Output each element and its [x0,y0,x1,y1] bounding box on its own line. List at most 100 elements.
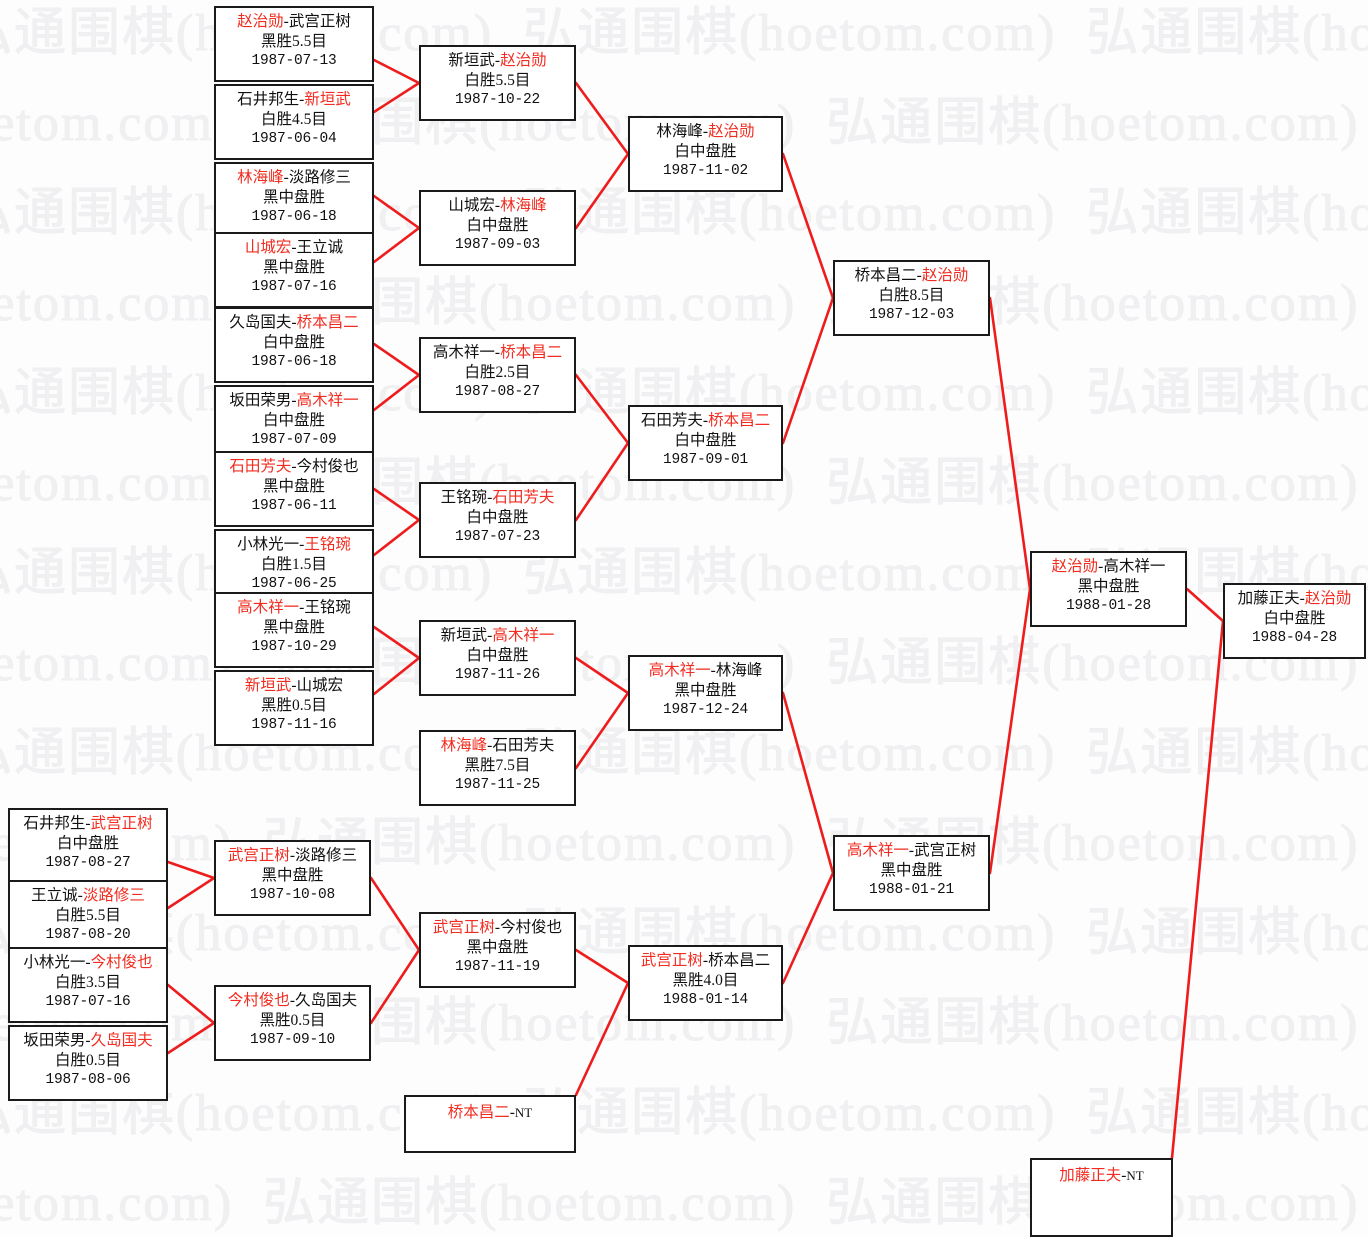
match-players: 武宫正树-桥本昌二 [630,951,781,971]
match-node[interactable]: 桥本昌二-赵治勋 白胜8.5目 1987-12-03 [833,260,990,336]
match-players: 林海峰-赵治勋 [630,122,781,142]
player-two-name: 石田芳夫 [492,737,555,754]
match-result: 白中盘胜 [466,509,529,527]
match-date: 1988-04-28 [1251,630,1337,647]
versus-separator: - [494,344,501,361]
versus-separator: - [85,954,91,971]
bracket-connector [1185,587,1225,623]
versus-separator: - [299,536,305,553]
versus-separator: - [487,737,493,754]
match-date: 1987-06-18 [251,354,337,371]
match-players: 王立诚-淡路修三 [10,886,166,906]
player-two-name: 赵治勋 [500,52,547,69]
bracket-connector [574,948,630,985]
match-players: 石井邦生-新垣武 [216,90,372,110]
match-players: 石井邦生-武宫正树 [10,814,166,834]
match-node[interactable]: 高木祥一-武宫正树 黑中盘胜 1988-01-21 [833,835,990,911]
player-one-name: 武宫正树 [640,952,703,969]
match-date: 1987-11-19 [454,959,540,976]
match-node[interactable]: 石井邦生-新垣武 白胜4.5目 1987-06-04 [214,84,374,160]
match-node[interactable]: 新垣武-赵治勋 白胜5.5目 1987-10-22 [419,45,576,121]
versus-separator: - [494,52,501,69]
match-node[interactable]: 今村俊也-久岛国夫 黑胜0.5目 1987-09-10 [214,985,371,1061]
player-one-name: 坂田荣男 [23,1032,86,1049]
match-players: 赵治勋-高木祥一 [1032,557,1185,577]
match-date: 1987-07-23 [454,529,540,546]
versus-separator: - [291,458,297,475]
match-node[interactable]: 赵治勋-武宫正树 黑胜5.5目 1987-07-13 [214,6,374,82]
player-one-name: 高木祥一 [237,599,300,616]
versus-separator: - [702,412,709,429]
match-node[interactable]: 久岛国夫-桥本昌二 白中盘胜 1987-06-18 [214,307,374,383]
match-node[interactable]: 新垣武-山城宏 黑胜0.5目 1987-11-16 [214,670,374,746]
player-one-name: 王立诚 [31,887,78,904]
match-node[interactable]: 高木祥一-王铭琬 黑中盘胜 1987-10-29 [214,592,374,668]
player-one-name: 坂田荣男 [229,392,292,409]
match-node[interactable]: 新垣武-高木祥一 白中盘胜 1987-11-26 [419,620,576,696]
player-one-name: 山城宏 [244,239,292,256]
match-node[interactable]: 石井邦生-武宫正树 白中盘胜 1987-08-27 [8,808,168,884]
player-one-name: 新垣武 [440,627,488,644]
match-players: 武宫正树-淡路修三 [216,846,369,866]
match-node[interactable]: 武宫正树-桥本昌二 黑胜4.0目 1988-01-14 [628,945,783,1021]
match-node[interactable]: 武宫正树-淡路修三 黑中盘胜 1987-10-08 [214,840,371,916]
versus-separator: - [291,392,297,409]
bracket-connector [372,518,421,557]
match-result: 黑胜0.5目 [261,697,327,715]
bracket-connector [574,981,630,1097]
match-node[interactable]: 王立诚-淡路修三 白胜5.5目 1987-08-20 [8,880,168,956]
bye-node[interactable]: 加藤正夫-NT [1030,1158,1173,1237]
match-result: 白胜5.5目 [464,72,531,90]
player-two-name: 赵治勋 [1304,590,1352,607]
player-one-name: 石田芳夫 [640,412,703,429]
match-players: 新垣武-高木祥一 [421,626,574,646]
player-two-name: 新垣武 [304,91,351,108]
match-node[interactable]: 赵治勋-高木祥一 黑中盘胜 1988-01-28 [1030,551,1187,627]
match-players: 加藤正夫-赵治勋 [1225,589,1364,609]
versus-separator: - [85,815,91,832]
match-players: 桥本昌二-赵治勋 [835,266,988,286]
match-node[interactable]: 林海峰-石田芳夫 黑胜7.5目 1987-11-25 [419,730,576,806]
match-node[interactable]: 坂田荣男-久岛国夫 白胜0.5目 1987-08-06 [8,1025,168,1101]
match-players: 林海峰-淡路修三 [216,168,372,188]
match-result: 白胜0.5目 [55,1052,121,1070]
player-one-name: 小林光一 [23,954,86,971]
match-node[interactable]: 高木祥一-林海峰 黑中盘胜 1987-12-24 [628,655,783,731]
match-date: 1987-07-09 [251,432,337,449]
match-node[interactable]: 武宫正树-今村俊也 黑中盘胜 1987-11-19 [419,912,576,988]
bracket-connector [372,226,421,264]
match-result: 黑中盘胜 [262,619,325,637]
match-node[interactable]: 王铭琬-石田芳夫 白中盘胜 1987-07-23 [419,482,576,558]
match-date: 1987-08-27 [454,384,540,401]
player-two-name: 久岛国夫 [90,1032,153,1049]
match-node[interactable]: 石田芳夫-今村俊也 黑中盘胜 1987-06-11 [214,451,374,527]
player-two-name: 武宫正树 [914,842,977,859]
bye-node[interactable]: 桥本昌二-NT [404,1095,576,1153]
match-node[interactable]: 小林光一-今村俊也 白胜3.5目 1987-07-16 [8,947,168,1023]
match-node[interactable]: 石田芳夫-桥本昌二 白中盘胜 1987-09-01 [628,405,783,481]
match-date: 1988-01-14 [662,992,748,1009]
match-result: 白中盘胜 [56,835,119,853]
player-one-name: 石井邦生 [237,91,300,108]
bracket-connector [166,1021,216,1055]
match-date: 1987-06-11 [251,498,337,515]
match-node[interactable]: 山城宏-林海峰 白中盘胜 1987-09-03 [419,190,576,266]
player-two-name: 武宫正树 [288,13,351,30]
match-node[interactable]: 山城宏-王立诚 黑中盘胜 1987-07-16 [214,232,374,308]
match-node[interactable]: 高木祥一-桥本昌二 白胜2.5目 1987-08-27 [419,337,576,413]
match-result: 黑中盘胜 [880,862,943,880]
match-result: 白中盘胜 [262,412,325,430]
match-result: 白胜8.5目 [878,287,945,305]
player-two-name: 赵治勋 [921,267,969,284]
bracket-connector [988,296,1032,591]
watermark-text: 弘通围棋(hoetom.com) 弘通围棋(hoetom.com) 弘通围棋(h… [0,1085,1368,1143]
player-one-name: 武宫正树 [432,919,495,936]
bracket-connector [372,625,421,660]
match-node[interactable]: 林海峰-赵治勋 白中盘胜 1987-11-02 [628,116,783,192]
bracket-connector [1170,619,1225,1160]
match-node[interactable]: 坂田荣男-高木祥一 白中盘胜 1987-07-09 [214,385,374,461]
match-node[interactable]: 加藤正夫-赵治勋 白中盘胜 1988-04-28 [1223,583,1366,659]
match-node[interactable]: 林海峰-淡路修三 黑中盘胜 1987-06-18 [214,162,374,238]
player-two-name: NT [1126,1168,1144,1183]
match-players: 今村俊也-久岛国夫 [216,991,369,1011]
